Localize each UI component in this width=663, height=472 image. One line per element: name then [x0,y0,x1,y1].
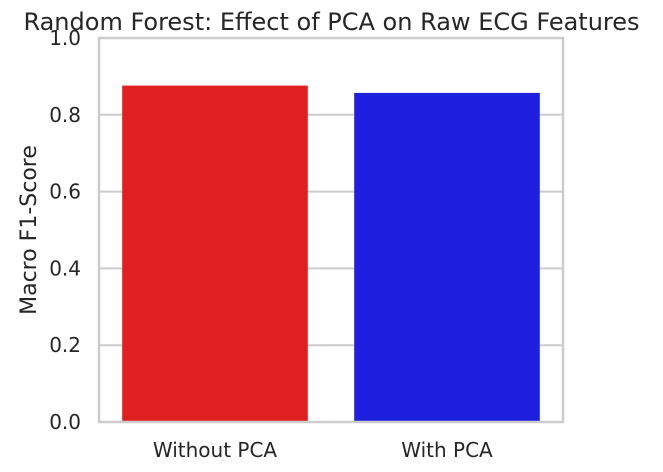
y-tick-label: 1.0 [49,26,81,50]
x-tick-label: With PCA [401,438,493,462]
y-tick-label: 0.6 [49,180,81,204]
x-tick-label: Without PCA [153,438,278,462]
bar-without-pca [122,85,308,422]
plot-frame [97,36,565,424]
y-axis-label: Macro F1-Score [17,145,42,315]
x-axis-ticks: Without PCA With PCA [153,438,493,462]
y-tick-label: 0.8 [49,103,81,127]
y-tick-label: 0.2 [49,333,81,357]
bar-with-pca [354,92,540,423]
bars [122,85,540,423]
chart-title: Random Forest: Effect of PCA on Raw ECG … [23,8,639,36]
y-axis-ticks: 0.0 0.2 0.4 0.6 0.8 1.0 [49,26,81,434]
y-tick-label: 0.0 [49,410,81,434]
y-tick-label: 0.4 [49,256,81,280]
